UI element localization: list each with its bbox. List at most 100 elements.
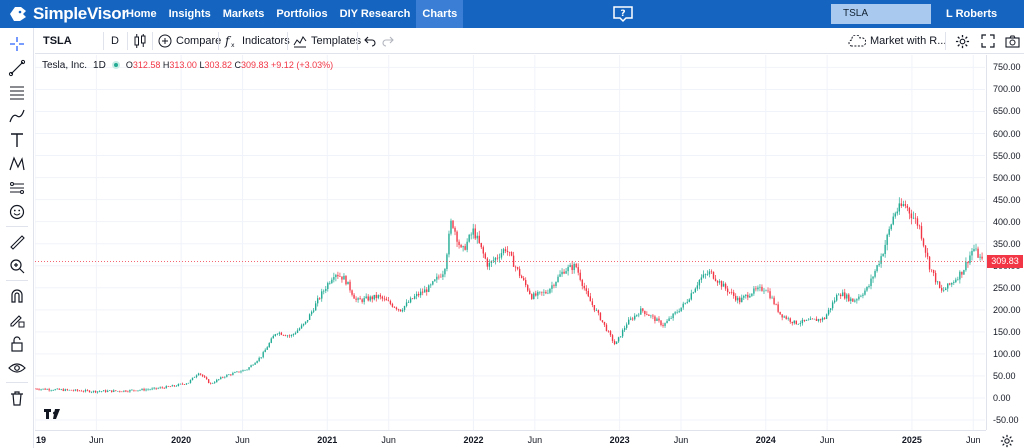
- zoom-tool[interactable]: [5, 256, 29, 276]
- hide-drawings-tool[interactable]: [5, 358, 29, 378]
- fib-tool[interactable]: [5, 82, 29, 102]
- magnet-tool[interactable]: [5, 286, 29, 306]
- candle: [450, 218, 452, 236]
- time-axis[interactable]: 19 Jun 2020 Jun 2021 Jun 2022 Jun 2023 Jun 2024 Jun…: [35, 430, 986, 448]
- candle: [904, 200, 907, 209]
- candle: [151, 387, 153, 391]
- text-tool[interactable]: [5, 130, 29, 150]
- templates-button[interactable]: Templates: [293, 28, 361, 54]
- chart-type-button[interactable]: [133, 28, 147, 54]
- brush-tool[interactable]: [5, 106, 29, 126]
- candle: [153, 386, 155, 390]
- candle-body: [214, 382, 216, 384]
- trend-line-tool[interactable]: [5, 58, 29, 78]
- candle: [718, 279, 721, 285]
- candle-body: [785, 316, 787, 319]
- undo-button[interactable]: [364, 28, 376, 54]
- candle: [514, 265, 517, 272]
- svg-text:?: ?: [620, 9, 625, 19]
- candle-body: [862, 294, 864, 296]
- candle: [940, 284, 943, 293]
- crosshair-tool[interactable]: [5, 34, 29, 54]
- candle-body: [838, 294, 840, 296]
- market-status-button[interactable]: Market with R...: [848, 28, 946, 54]
- nav-diy-research[interactable]: DIY Research: [339, 8, 411, 20]
- candle-body: [353, 294, 355, 299]
- candle-body: [274, 334, 277, 336]
- candle: [773, 295, 775, 306]
- candle: [662, 322, 664, 328]
- legend-ohlc: O312.58 H313.00 L303.82 C309.83 +9.12 (+…: [126, 60, 333, 70]
- candle: [436, 273, 438, 283]
- candle: [936, 280, 939, 285]
- candle-body: [757, 287, 759, 290]
- candle: [468, 233, 470, 243]
- candle: [94, 390, 97, 394]
- candle-body: [183, 384, 186, 385]
- candle: [842, 289, 844, 297]
- nav-charts[interactable]: Charts: [416, 0, 464, 28]
- candle-body: [771, 297, 773, 299]
- price-chart[interactable]: [35, 55, 985, 430]
- prediction-tool[interactable]: [5, 178, 29, 198]
- screenshot-button[interactable]: [1005, 28, 1020, 54]
- candle: [492, 256, 495, 263]
- candle: [312, 308, 315, 314]
- candle-body: [601, 320, 604, 322]
- candle-body: [912, 217, 915, 219]
- emoji-tool[interactable]: [5, 202, 29, 222]
- interval-button[interactable]: D: [111, 35, 119, 47]
- candle: [557, 274, 559, 283]
- candle-body: [755, 288, 757, 290]
- candle: [104, 389, 107, 393]
- help-icon[interactable]: ?: [612, 5, 634, 23]
- symbol-search-input[interactable]: [831, 4, 931, 24]
- candle: [753, 286, 755, 296]
- candle-body: [934, 272, 937, 283]
- axis-settings-icon[interactable]: [1000, 434, 1014, 448]
- nav-portfolios[interactable]: Portfolios: [276, 8, 328, 20]
- candle: [525, 277, 527, 288]
- brand-logo[interactable]: SimpleVisor: [8, 4, 128, 24]
- candle-body: [111, 390, 113, 392]
- redo-button[interactable]: [382, 28, 394, 54]
- tradingview-logo-icon[interactable]: [44, 408, 60, 420]
- pattern-tool[interactable]: [5, 154, 29, 174]
- price-axis[interactable]: 750.00 700.00 650.00 600.00 550.00 500.00 450.…: [986, 55, 1024, 430]
- nav-home[interactable]: Home: [126, 8, 157, 20]
- candle: [399, 309, 402, 312]
- user-menu[interactable]: L Roberts: [946, 8, 998, 20]
- candle-body: [228, 374, 230, 376]
- candle: [288, 334, 291, 338]
- candle-body: [230, 374, 232, 376]
- toolbar-divider: [218, 32, 219, 50]
- candle: [331, 277, 333, 284]
- tool-divider: [6, 226, 28, 227]
- compare-button[interactable]: Compare: [158, 28, 221, 54]
- stay-drawing-tool[interactable]: [5, 310, 29, 330]
- brand-name: SimpleVisor: [33, 4, 128, 23]
- candle-body: [216, 379, 218, 383]
- candle: [502, 247, 505, 256]
- candle: [690, 289, 692, 301]
- candle: [587, 288, 590, 298]
- candle-body: [868, 285, 870, 287]
- candle-body: [496, 257, 499, 259]
- fullscreen-button[interactable]: [981, 28, 995, 54]
- candle: [571, 260, 573, 275]
- nav-insights[interactable]: Insights: [168, 8, 211, 20]
- candle: [274, 333, 277, 337]
- candle-body: [207, 379, 210, 384]
- candle: [131, 389, 133, 391]
- nav-markets[interactable]: Markets: [222, 8, 265, 20]
- candle-body: [531, 294, 533, 299]
- trend-line-icon: [8, 59, 26, 77]
- remove-drawings-tool[interactable]: [5, 388, 29, 408]
- x-tick-label: Jun: [235, 435, 250, 445]
- settings-button[interactable]: [955, 28, 970, 54]
- lock-drawings-tool[interactable]: [5, 334, 29, 354]
- symbol-button[interactable]: TSLA: [43, 35, 72, 47]
- ruler-tool[interactable]: [5, 232, 29, 252]
- candle-body: [50, 390, 52, 391]
